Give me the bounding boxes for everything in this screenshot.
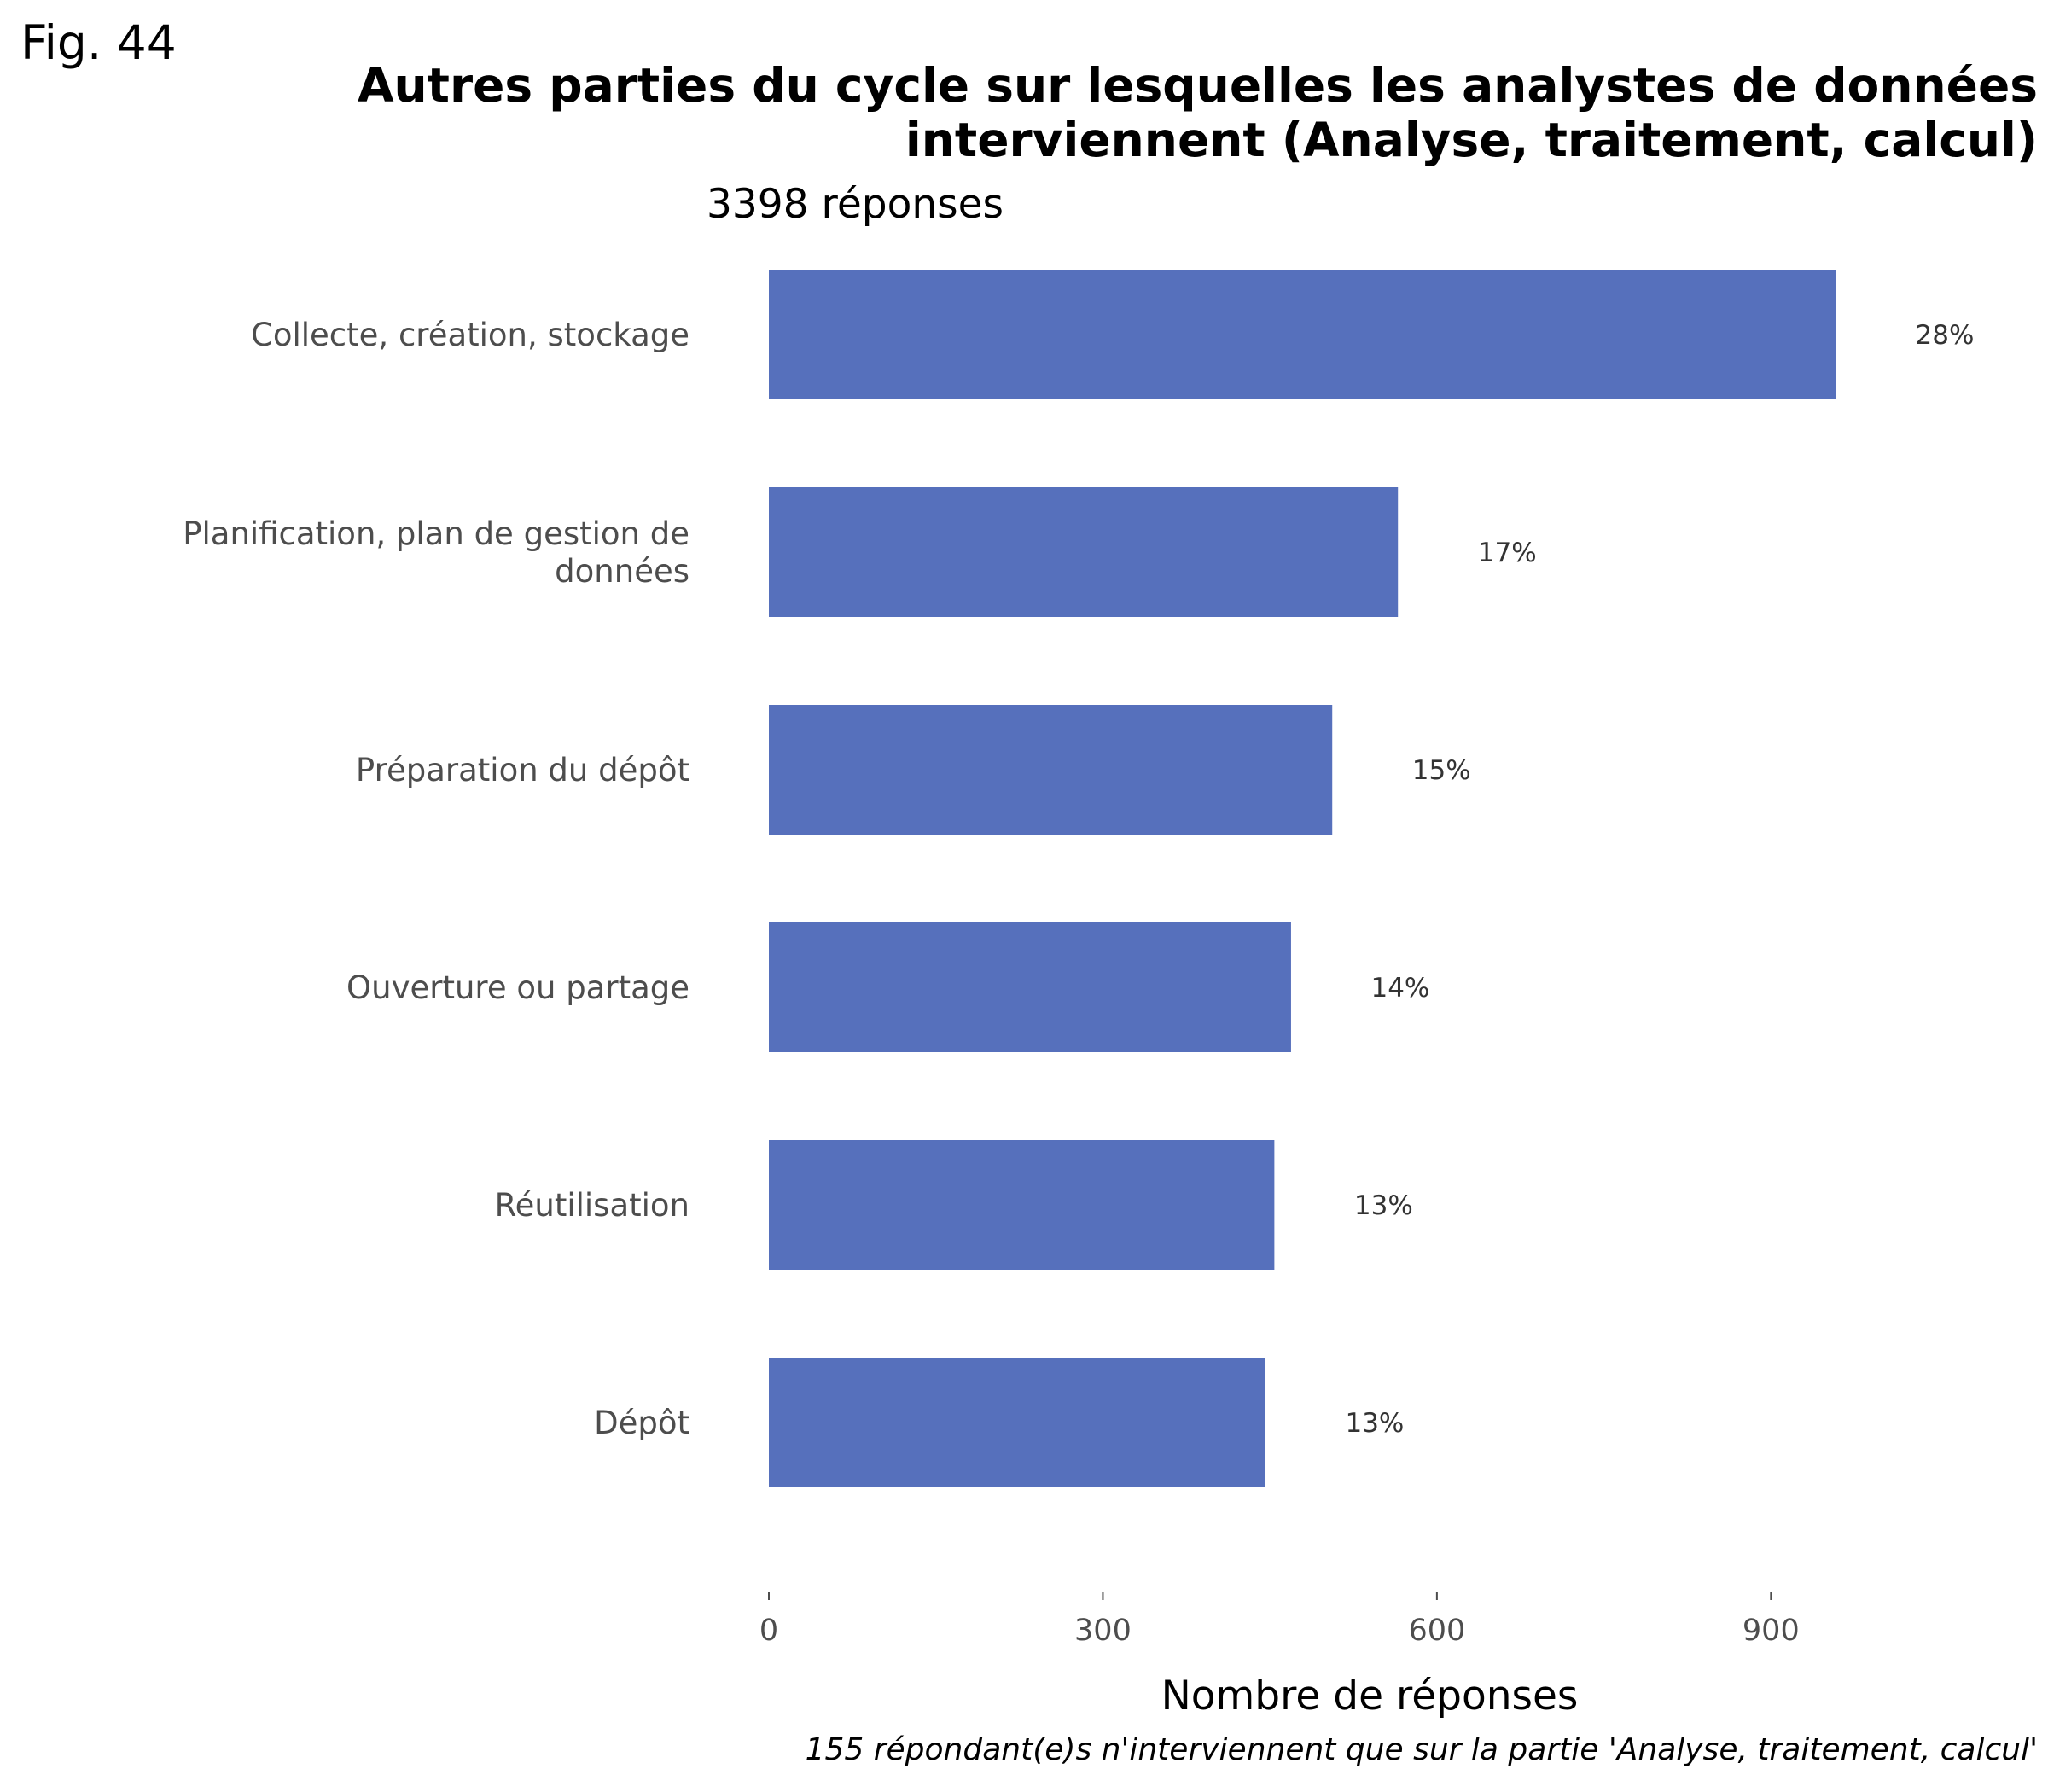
- chart-caption: 155 répondant(e)s n'interviennent que su…: [805, 1732, 2038, 1767]
- chart-title: Autres parties du cycle sur lesquelles l…: [331, 58, 2038, 167]
- category-label: Ouverture ou partage: [346, 969, 689, 1006]
- bar: [769, 922, 1291, 1052]
- category-label: Réutilisation: [495, 1187, 689, 1224]
- x-tick-label: 0: [759, 1614, 778, 1648]
- x-tick-label: 900: [1743, 1614, 1800, 1648]
- bar-value-label: 13%: [1345, 1408, 1404, 1439]
- bar-value-label: 28%: [1916, 320, 1975, 351]
- bar: [769, 1140, 1275, 1270]
- category-label: Planification, plan de gestion de données: [183, 515, 689, 590]
- bar: [769, 487, 1399, 617]
- figure-label: Fig. 44: [20, 15, 177, 70]
- bar-value-label: 13%: [1354, 1190, 1413, 1221]
- chart-subtitle: 3398 réponses: [707, 181, 1004, 228]
- x-tick-label: 300: [1074, 1614, 1132, 1648]
- bar: [769, 270, 1836, 399]
- chart-title-line-1: Autres parties du cycle sur lesquelles l…: [357, 58, 2038, 113]
- x-axis-label: Nombre de réponses: [1161, 1673, 1579, 1719]
- category-label: Dépôt: [594, 1405, 689, 1441]
- bar-value-label: 14%: [1370, 973, 1429, 1004]
- bar-value-label: 17%: [1478, 538, 1537, 568]
- x-tick-label: 600: [1408, 1614, 1465, 1648]
- bar: [769, 1358, 1265, 1487]
- category-label: Collecte, création, stockage: [251, 317, 689, 353]
- chart-title-line-2: interviennent (Analyse, traitement, calc…: [905, 113, 2038, 167]
- category-label: Préparation du dépôt: [356, 752, 689, 788]
- bar: [769, 705, 1333, 835]
- bar-value-label: 15%: [1412, 755, 1471, 786]
